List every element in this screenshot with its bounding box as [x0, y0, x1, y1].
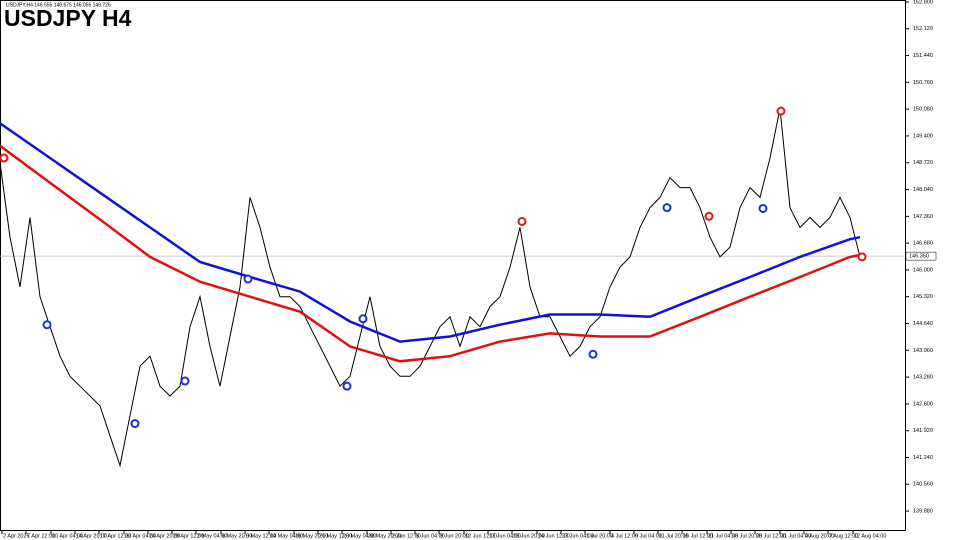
- x-tick-label: 17 Apr 12:00: [100, 533, 131, 539]
- y-tick-label: 141.920: [913, 428, 933, 434]
- x-tick-label: 9 May 12:00: [246, 533, 276, 539]
- x-tick-label: 4 Jul 12:00: [611, 533, 638, 539]
- y-tick-label: 139.880: [913, 509, 933, 515]
- x-tick-label: 22 Apr 04:00: [125, 533, 156, 539]
- buy-signal: [588, 349, 598, 359]
- x-tick-label: 21 May 12:00: [319, 533, 352, 539]
- x-tick-label: 23 Jul 20:00: [732, 533, 762, 539]
- x-tick-label: 24 Jun 12:00: [538, 533, 570, 539]
- buy-signal: [342, 381, 352, 391]
- y-tick-label: 148.720: [913, 160, 933, 166]
- x-tick-label: 6 May 20:00: [222, 533, 252, 539]
- x-tick-label: 4 Aug 20:00: [805, 533, 834, 539]
- current-price-label: 146.350: [909, 254, 929, 260]
- x-tick-label: 2 Apr 2025: [3, 533, 30, 539]
- buy-signal: [662, 203, 672, 213]
- sell-signal: [0, 153, 9, 163]
- x-tick-label: 2 May 04:00: [197, 533, 227, 539]
- sell-signal: [857, 252, 867, 262]
- x-tick-label: 19 Jun 20:00: [513, 533, 545, 539]
- x-tick-label: 21 Jul 04:00: [708, 533, 738, 539]
- sell-signal: [517, 216, 527, 226]
- x-tick-label: 17 Jun 04:00: [489, 533, 521, 539]
- x-tick-label: 9 Jul 04:00: [635, 533, 662, 539]
- x-tick-label: 29 Apr 12:00: [173, 533, 204, 539]
- x-tick-label: 7 Aug 12:00: [829, 533, 858, 539]
- y-tick-label: 152.120: [913, 26, 933, 32]
- chart-title: USDJPY H4: [4, 5, 132, 31]
- x-tick-label: 12 Aug 04:00: [854, 533, 886, 539]
- y-tick-label: 149.400: [913, 133, 933, 139]
- x-tick-label: 28 Jul 12:00: [756, 533, 786, 539]
- x-tick-label: 7 Apr 12:00: [27, 533, 55, 539]
- sell-signal: [704, 211, 714, 221]
- x-tick-label: 26 May 04:00: [343, 533, 376, 539]
- y-tick-label: 146.000: [913, 267, 933, 273]
- x-tick-label: 14 May 04:00: [270, 533, 303, 539]
- y-tick-label: 152.800: [913, 0, 933, 5]
- y-tick-label: 145.320: [913, 294, 933, 300]
- x-tick-label: 31 Jul 04:00: [781, 533, 811, 539]
- y-tick-label: 147.360: [913, 214, 933, 220]
- moving-average-line: [0, 122, 861, 343]
- y-tick-label: 141.240: [913, 455, 933, 461]
- y-tick-label: 146.680: [913, 241, 933, 247]
- x-tick-label: 11 Jul 20:00: [659, 533, 689, 539]
- sell-signal: [776, 106, 786, 116]
- buy-signal: [358, 314, 368, 324]
- x-tick-label: 1 Jul 20:00: [586, 533, 613, 539]
- x-tick-label: 9 Jun 20:00: [440, 533, 469, 539]
- x-tick-label: 14 Apr 20:00: [76, 533, 107, 539]
- x-tick-label: 16 May 20:00: [295, 533, 328, 539]
- current-price-box: [905, 251, 937, 261]
- buy-signal: [758, 203, 768, 213]
- buy-signal: [243, 274, 253, 284]
- x-tick-label: 16 Jul 12:00: [683, 533, 713, 539]
- y-tick-label: 150.080: [913, 107, 933, 113]
- buy-signal: [42, 320, 52, 330]
- y-tick-label: 142.600: [913, 401, 933, 407]
- buy-signal: [180, 376, 190, 386]
- x-tick-label: 10 Apr 04:00: [52, 533, 83, 539]
- y-tick-label: 140.560: [913, 482, 933, 488]
- buy-signal: [130, 419, 140, 429]
- x-tick-label: 5 Jun 04:00: [416, 533, 445, 539]
- y-tick-label: 143.960: [913, 348, 933, 354]
- price-line: [0, 108, 861, 468]
- y-tick-label: 144.640: [913, 321, 933, 327]
- moving-average-line: [0, 144, 861, 363]
- x-tick-label: 24 Apr 20:00: [149, 533, 180, 539]
- y-tick-label: 143.280: [913, 375, 933, 381]
- x-tick-label: 12 Jun 12:00: [465, 533, 497, 539]
- y-tick-label: 150.760: [913, 80, 933, 86]
- y-tick-label: 151.440: [913, 53, 933, 59]
- x-tick-label: 27 Jun 04:00: [562, 533, 594, 539]
- y-tick-label: 148.040: [913, 187, 933, 193]
- chart-subtitle: USDJPY,H4 146.555 146.675 146.055 146.72…: [6, 2, 111, 8]
- plot-frame: [0, 0, 906, 531]
- x-tick-label: 2 Jun 12:00: [392, 533, 421, 539]
- x-tick-label: 28 May 20:00: [368, 533, 401, 539]
